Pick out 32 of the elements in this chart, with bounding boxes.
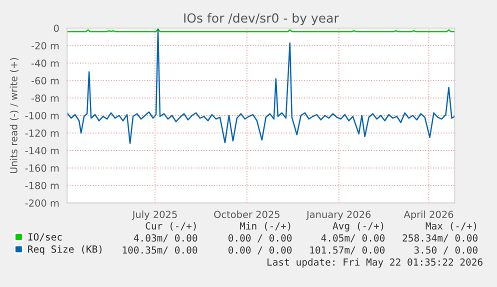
text: 4.03m/ 0.00	[134, 234, 198, 242]
y-tick-label: -80 m	[31, 94, 59, 102]
text: 258.34m/ 0.00	[402, 234, 478, 242]
y-tick-label: -60 m	[31, 77, 59, 84]
y-tick-label: -140 m	[25, 146, 59, 154]
text: 3.50 / 0.00	[414, 246, 478, 254]
text: 4.05m/ 0.00	[321, 234, 385, 242]
text: 100.35m/ 0.00	[122, 246, 198, 254]
text: 0.00 / 0.00	[228, 234, 292, 242]
text: Min (-/+)	[240, 222, 290, 231]
legend-label: Req Size (KB)	[28, 245, 102, 255]
x-tick-label: April 2026	[404, 210, 454, 220]
y-tick-label: 0	[54, 24, 59, 32]
text: Max (-/+)	[426, 222, 476, 231]
y-tick-label: -100 m	[25, 112, 59, 120]
x-tick-label: July 2025	[132, 210, 177, 220]
y-tick-label: -20 m	[31, 42, 59, 50]
y-tick-label: -160 m	[25, 164, 59, 172]
y-axis-title: Units read (-) / write (+)	[10, 58, 19, 174]
text: Cur (-/+)	[146, 222, 196, 231]
y-tick-label: -200 m	[25, 199, 59, 207]
text: Last update: Fri May 22 01:35:22 2026	[268, 258, 482, 268]
x-tick-label: January 2026	[306, 210, 371, 220]
legend-label: IO/sec	[28, 233, 62, 242]
y-tick-label: -120 m	[25, 129, 59, 137]
x-tick-label: October 2025	[214, 210, 280, 218]
text: 101.57m/ 0.00	[310, 246, 385, 254]
y-tick-label: -180 m	[25, 182, 59, 190]
chart-title: IOs for /dev/sr0 - by year	[184, 13, 339, 26]
y-tick-label: -40 m	[31, 60, 59, 67]
text: 0.00 / 0.00	[228, 246, 292, 254]
text: Avg (-/+)	[332, 222, 384, 232]
